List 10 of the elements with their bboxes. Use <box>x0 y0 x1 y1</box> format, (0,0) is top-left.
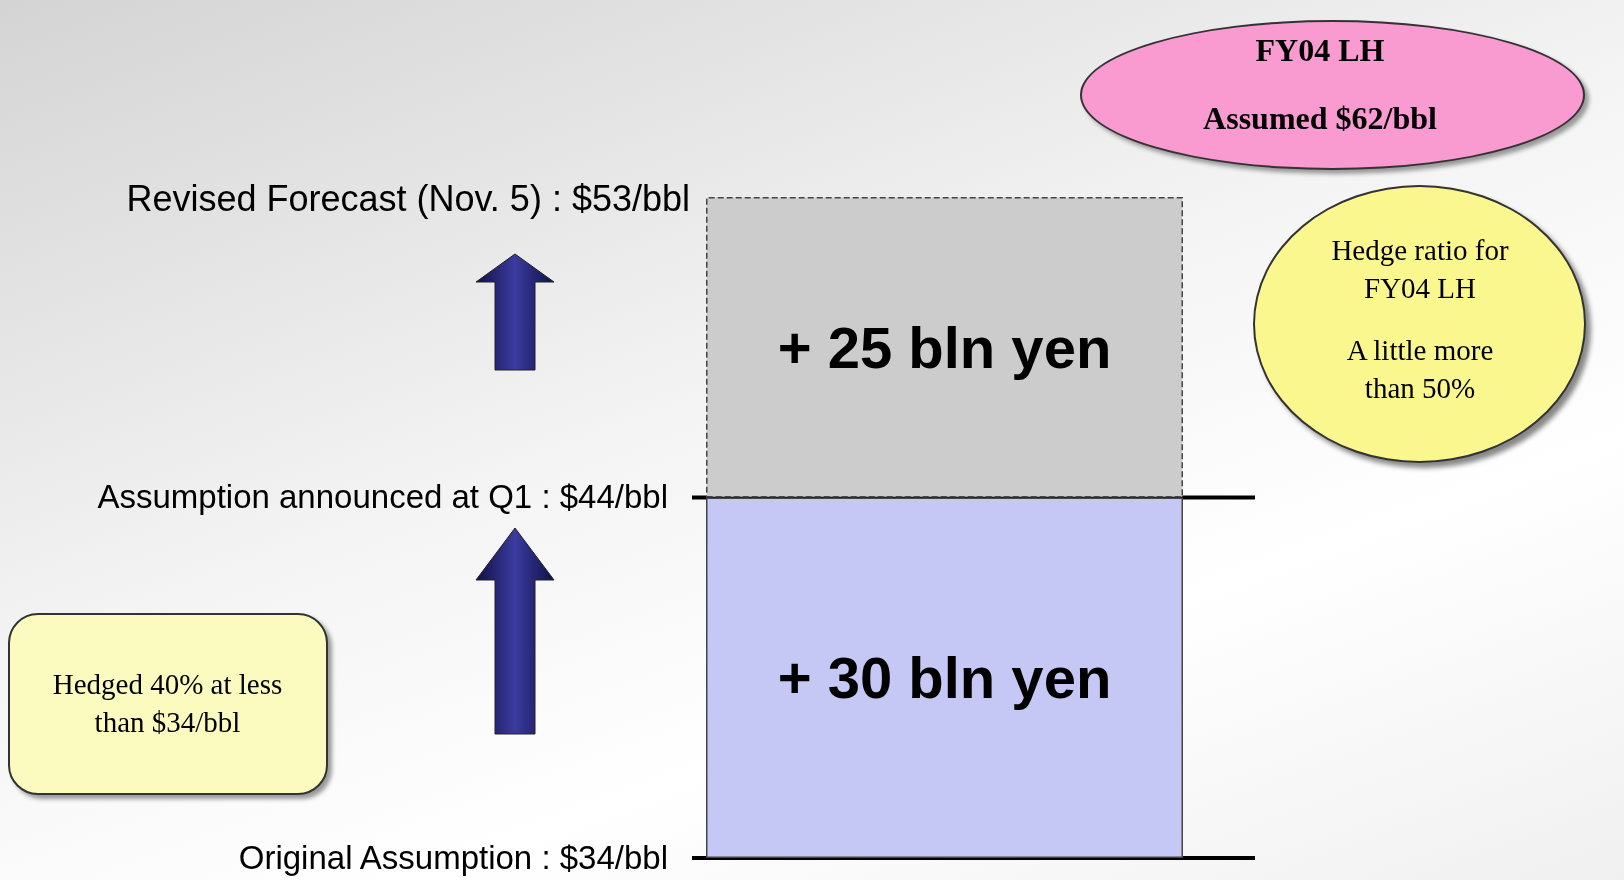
data-label: + 30 bln yen <box>777 645 1112 711</box>
text: Hedge ratio for FY04 LH <box>1330 233 1510 306</box>
text: Assumed $62/bbl <box>1202 99 1438 138</box>
text: Assumption announced at Q1 : $44/bbl <box>96 477 668 518</box>
text: Original Assumption : $34/bbl <box>237 838 668 878</box>
data-label: + 25 bln yen <box>777 314 1112 380</box>
text: A little more than 50% <box>1345 333 1495 406</box>
text: Revised Forecast (Nov. 5) : $53/bbl <box>125 177 690 221</box>
text: FY04 LH <box>1254 31 1386 70</box>
text: Hedged 40% at less than $34/bbl <box>51 667 284 740</box>
